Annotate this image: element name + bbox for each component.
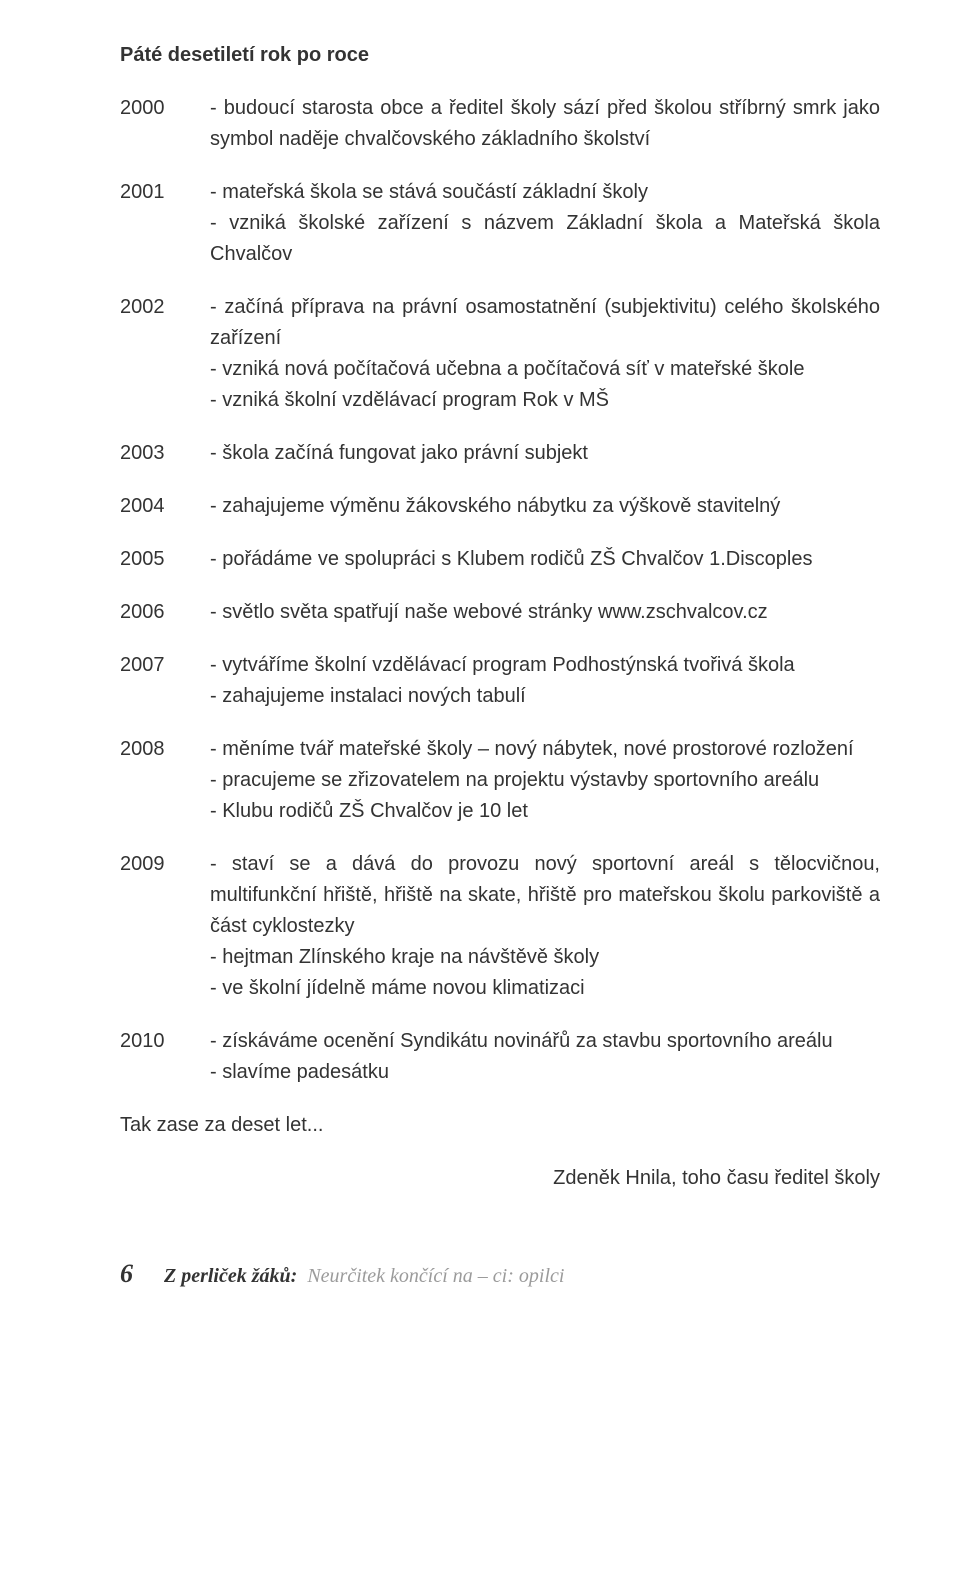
timeline-entry: 2008- měníme tvář mateřské školy – nový … [120, 734, 880, 827]
timeline-line: - zahajujeme výměnu žákovského nábytku z… [210, 491, 880, 522]
timeline-year: 2007 [120, 650, 210, 712]
timeline-year: 2000 [120, 93, 210, 155]
timeline-line: - pořádáme ve spolupráci s Klubem rodičů… [210, 544, 880, 575]
timeline-entry: 2003- škola začíná fungovat jako právní … [120, 438, 880, 469]
timeline-entry: 2002- začíná příprava na právní osamosta… [120, 292, 880, 416]
timeline-line: - ve školní jídelně máme novou klimatiza… [210, 973, 880, 1004]
timeline-line: - škola začíná fungovat jako právní subj… [210, 438, 880, 469]
timeline-body: - pořádáme ve spolupráci s Klubem rodičů… [210, 544, 880, 575]
timeline-body: - mateřská škola se stává součástí zákla… [210, 177, 880, 270]
timeline-line: - vzniká školské zařízení s názvem Zákla… [210, 208, 880, 270]
timeline-entry: 2010- získáváme ocenění Syndikátu noviná… [120, 1026, 880, 1088]
timeline-body: - staví se a dává do provozu nový sporto… [210, 849, 880, 1004]
timeline-body: - měníme tvář mateřské školy – nový náby… [210, 734, 880, 827]
page-title: Páté desetiletí rok po roce [120, 40, 880, 71]
signature: Zdeněk Hnila, toho času ředitel školy [120, 1163, 880, 1194]
timeline-line: - hejtman Zlínského kraje na návštěvě šk… [210, 942, 880, 973]
timeline-line: - mateřská škola se stává součástí zákla… [210, 177, 880, 208]
footer-quote-text: Neurčitek končící na – ci: opilci [307, 1261, 564, 1292]
timeline-year: 2001 [120, 177, 210, 270]
timeline-line: - vytváříme školní vzdělávací program Po… [210, 650, 880, 681]
timeline-entry: 2006- světlo světa spatřují naše webové … [120, 597, 880, 628]
timeline-line: - měníme tvář mateřské školy – nový náby… [210, 734, 880, 765]
timeline-year: 2003 [120, 438, 210, 469]
timeline-entry: 2009- staví se a dává do provozu nový sp… [120, 849, 880, 1004]
timeline-entry: 2007- vytváříme školní vzdělávací progra… [120, 650, 880, 712]
timeline-body: - škola začíná fungovat jako právní subj… [210, 438, 880, 469]
timeline-entry: 2004- zahajujeme výměnu žákovského nábyt… [120, 491, 880, 522]
timeline-body: - získáváme ocenění Syndikátu novinářů z… [210, 1026, 880, 1088]
timeline-body: - světlo světa spatřují naše webové strá… [210, 597, 880, 628]
timeline-line: - vzniká školní vzdělávací program Rok v… [210, 385, 880, 416]
document-page: Páté desetiletí rok po roce 2000- budouc… [0, 0, 960, 1334]
timeline-year: 2006 [120, 597, 210, 628]
timeline-line: - začíná příprava na právní osamostatněn… [210, 292, 880, 354]
timeline-line: - pracujeme se zřizovatelem na projektu … [210, 765, 880, 796]
closing-line: Tak zase za deset let... [120, 1110, 880, 1141]
page-number: 6 [120, 1254, 164, 1294]
page-footer: 6 Z perliček žáků: Neurčitek končící na … [120, 1254, 880, 1294]
timeline-body: - zahajujeme výměnu žákovského nábytku z… [210, 491, 880, 522]
timeline-line: - slavíme padesátku [210, 1057, 880, 1088]
timeline-line: - Klubu rodičů ZŠ Chvalčov je 10 let [210, 796, 880, 827]
timeline-entry: 2001- mateřská škola se stává součástí z… [120, 177, 880, 270]
timeline-line: - získáváme ocenění Syndikátu novinářů z… [210, 1026, 880, 1057]
timeline-line: - světlo světa spatřují naše webové strá… [210, 597, 880, 628]
timeline-year: 2009 [120, 849, 210, 1004]
timeline-entry: 2005- pořádáme ve spolupráci s Klubem ro… [120, 544, 880, 575]
timeline-line: - staví se a dává do provozu nový sporto… [210, 849, 880, 942]
timeline-line: - zahajujeme instalaci nových tabulí [210, 681, 880, 712]
timeline-list: 2000- budoucí starosta obce a ředitel šk… [120, 93, 880, 1088]
timeline-year: 2005 [120, 544, 210, 575]
footer-quote-label: Z perliček žáků: [164, 1261, 297, 1292]
timeline-body: - začíná příprava na právní osamostatněn… [210, 292, 880, 416]
timeline-body: - budoucí starosta obce a ředitel školy … [210, 93, 880, 155]
timeline-line: - vzniká nová počítačová učebna a počíta… [210, 354, 880, 385]
timeline-year: 2004 [120, 491, 210, 522]
timeline-body: - vytváříme školní vzdělávací program Po… [210, 650, 880, 712]
timeline-entry: 2000- budoucí starosta obce a ředitel šk… [120, 93, 880, 155]
timeline-year: 2010 [120, 1026, 210, 1088]
timeline-year: 2008 [120, 734, 210, 827]
timeline-year: 2002 [120, 292, 210, 416]
timeline-line: - budoucí starosta obce a ředitel školy … [210, 93, 880, 155]
